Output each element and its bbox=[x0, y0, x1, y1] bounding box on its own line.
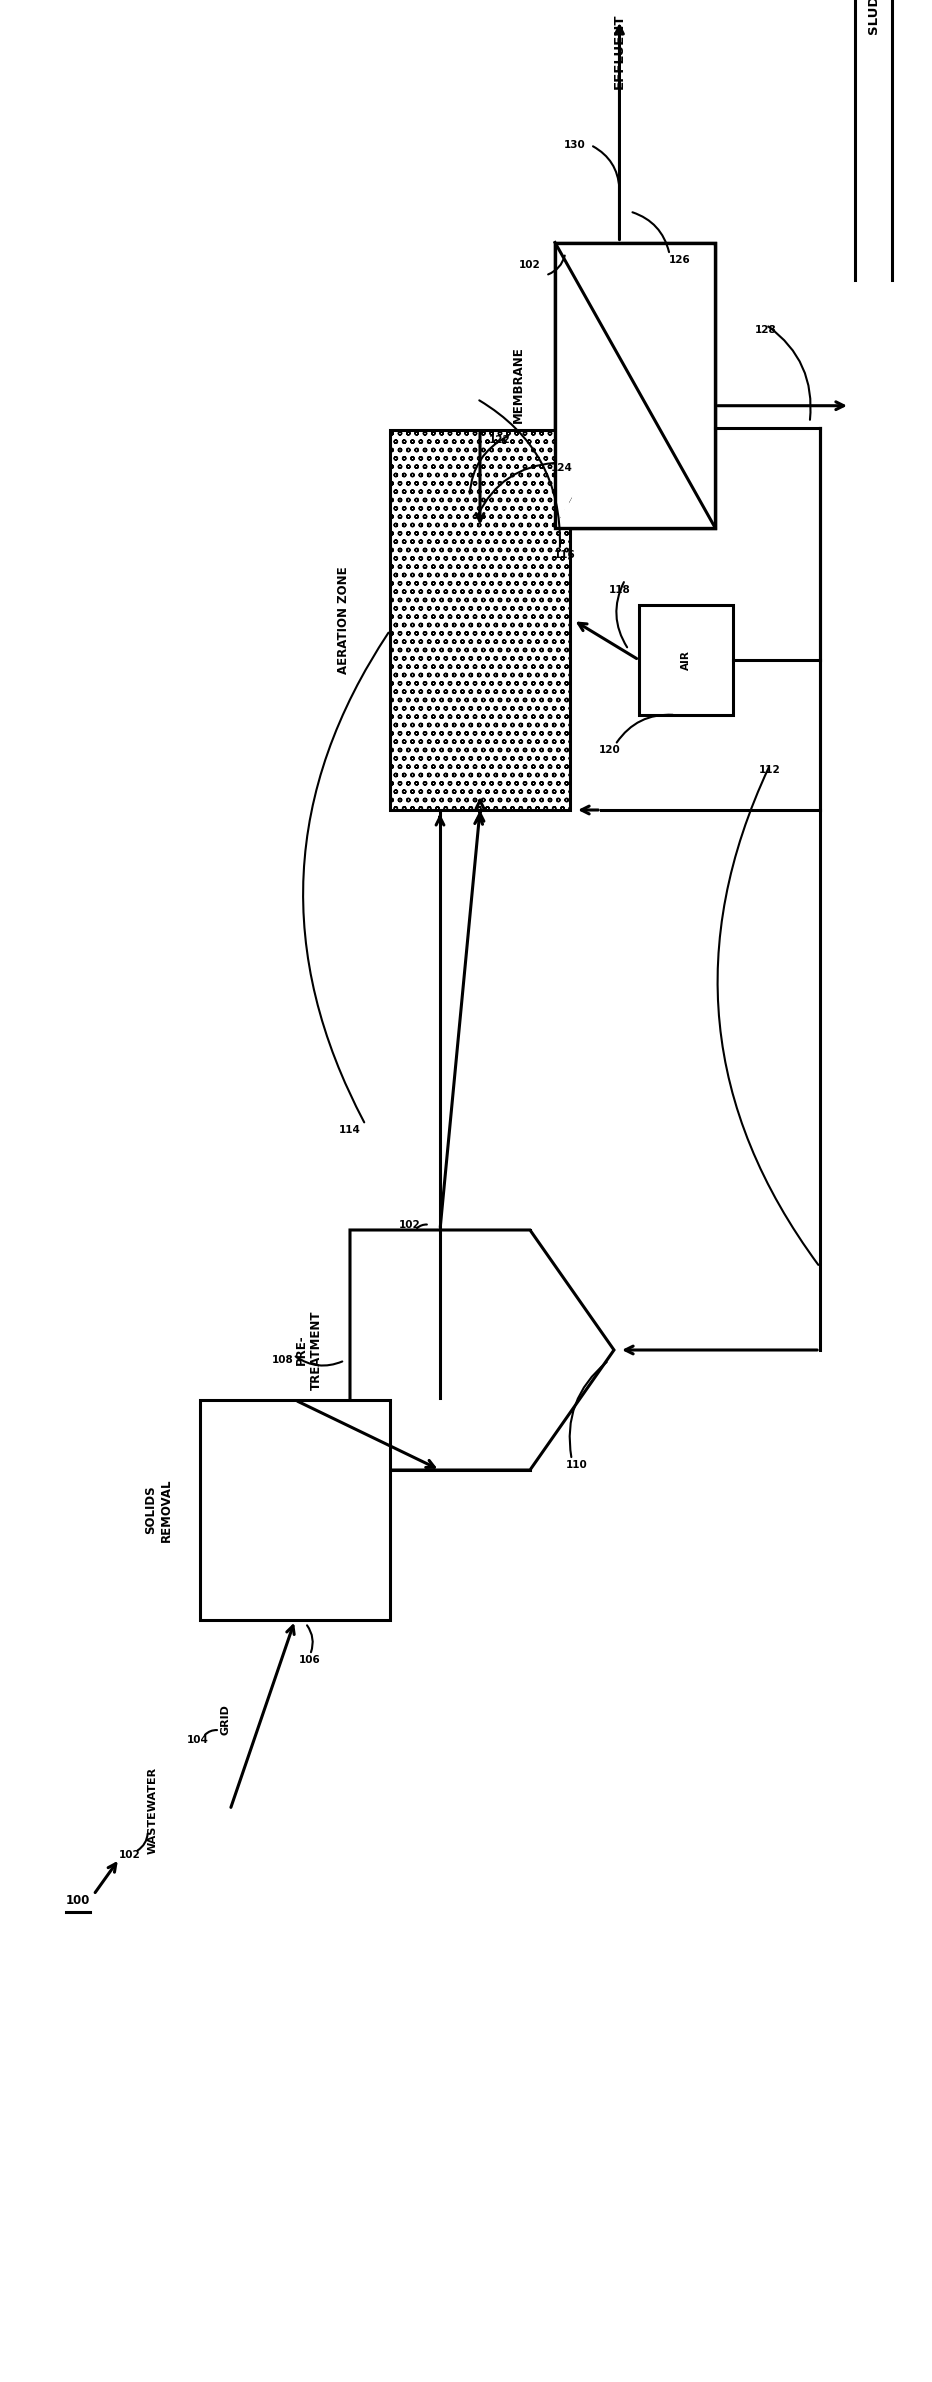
Text: 102: 102 bbox=[399, 1220, 421, 1229]
Bar bbox=[200, 1401, 390, 1620]
Text: AIR: AIR bbox=[681, 650, 691, 669]
Text: WASTEWATER: WASTEWATER bbox=[148, 1767, 158, 1853]
Text: 114: 114 bbox=[339, 1124, 361, 1134]
Polygon shape bbox=[555, 243, 715, 526]
Text: PRE-
TREATMENT: PRE- TREATMENT bbox=[295, 1310, 322, 1389]
Polygon shape bbox=[555, 243, 715, 526]
Text: 100: 100 bbox=[66, 1894, 90, 1906]
Text: 110: 110 bbox=[566, 1460, 588, 1470]
Text: 116: 116 bbox=[555, 550, 576, 560]
Text: GRID: GRID bbox=[220, 1706, 230, 1736]
Text: AERATION ZONE: AERATION ZONE bbox=[336, 567, 350, 674]
Text: 102: 102 bbox=[519, 260, 541, 269]
Text: 104: 104 bbox=[187, 1734, 209, 1746]
Text: SOLIDS
REMOVAL: SOLIDS REMOVAL bbox=[144, 1479, 172, 1541]
Text: 122: 122 bbox=[489, 436, 511, 445]
Bar bbox=[555, 243, 715, 526]
Bar bbox=[390, 431, 570, 810]
Text: 106: 106 bbox=[299, 1655, 321, 1665]
Text: MEMBRANE: MEMBRANE bbox=[513, 348, 526, 424]
Text: 102: 102 bbox=[119, 1851, 141, 1860]
Text: 118: 118 bbox=[610, 586, 631, 596]
Bar bbox=[350, 1229, 530, 1470]
Bar bbox=[639, 605, 733, 715]
Text: 120: 120 bbox=[599, 746, 621, 755]
Text: 128: 128 bbox=[755, 324, 777, 336]
Text: 108: 108 bbox=[272, 1355, 294, 1365]
Text: 112: 112 bbox=[760, 765, 781, 774]
Text: EFFLUENT: EFFLUENT bbox=[613, 14, 626, 88]
Text: 130: 130 bbox=[564, 141, 586, 150]
Bar bbox=[555, 243, 715, 526]
Polygon shape bbox=[350, 1229, 614, 1470]
Text: 124: 124 bbox=[551, 462, 573, 474]
Text: 126: 126 bbox=[669, 255, 691, 264]
Text: SLUDGE: SLUDGE bbox=[867, 0, 880, 33]
